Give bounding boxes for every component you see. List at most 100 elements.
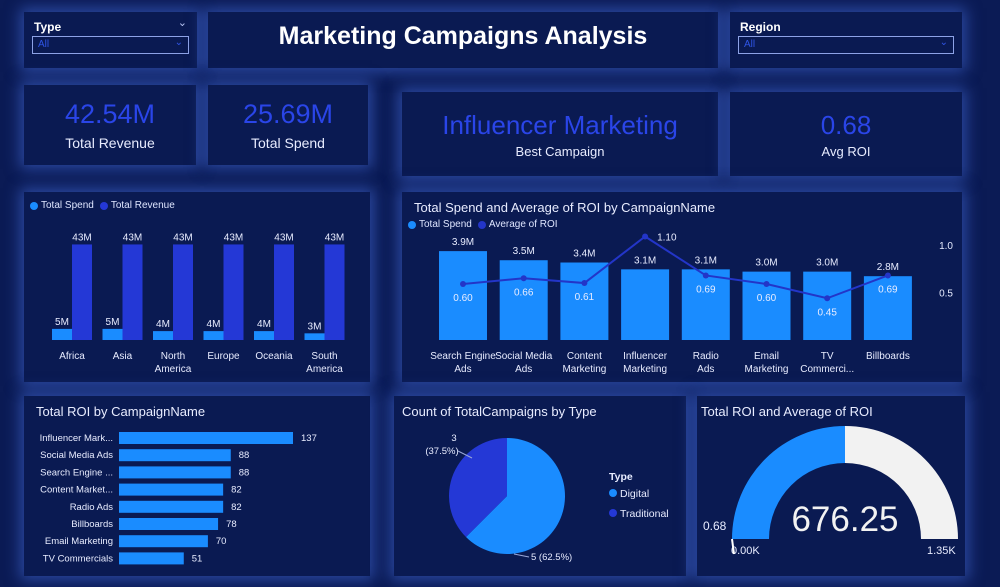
kpi-value: 25.69M: [242, 99, 334, 129]
y-tick-label: Radio Ads: [70, 502, 114, 513]
data-label: 43M: [274, 232, 293, 243]
roi-data-label: 0.69: [878, 284, 898, 295]
chart-title: Total Spend and Average of ROI by Campai…: [414, 200, 716, 215]
y-tick-label: Content Market...: [40, 485, 113, 496]
data-label: 3.0M: [816, 258, 838, 269]
x-tick-label: Commerci...: [800, 364, 854, 375]
y-tick-label: Email Marketing: [45, 536, 113, 547]
x-tick-label: North: [161, 351, 185, 362]
revenue-bar: [173, 244, 193, 340]
roi-bar: [119, 432, 293, 444]
spend-bar: [499, 260, 548, 340]
gauge-target-label: 0.68: [703, 519, 727, 533]
type-slicer[interactable]: Type ⌄ All ⌄: [24, 12, 197, 68]
x-tick-label: Search Engine: [430, 351, 496, 362]
data-label: 43M: [325, 232, 344, 243]
revenue-bar: [72, 244, 92, 340]
x-tick-label: America: [306, 364, 343, 375]
x-tick-label: Ads: [697, 364, 714, 375]
roi-data-label: 0.66: [514, 287, 534, 298]
legend-item-revenue[interactable]: Total Revenue: [99, 200, 175, 211]
legend-dot-icon: [609, 509, 617, 517]
campaign-spend-roi-chart: Total Spend and Average of ROI by Campai…: [402, 192, 962, 382]
data-label: 70: [216, 536, 227, 547]
region-spend-revenue-chart: Total Spend Total Revenue 5M 43M Africa 5M 4…: [24, 192, 370, 382]
roi-point: [702, 272, 709, 279]
chart-title: Total ROI and Average of ROI: [701, 404, 873, 419]
roi-point: [642, 233, 649, 240]
legend-label: Average of ROI: [488, 219, 558, 230]
region-slicer[interactable]: Region All ⌄: [730, 12, 962, 68]
type-dropdown[interactable]: All ⌄: [32, 36, 189, 54]
legend-label: Total Spend: [419, 219, 472, 230]
title-panel: Marketing Campaigns Analysis: [208, 12, 718, 68]
data-label: 2.8M: [877, 262, 899, 273]
pie-leader-line: [457, 450, 473, 459]
spend-bar: [863, 276, 912, 340]
legend-dot-icon: [477, 220, 486, 229]
kpi-total-revenue: 42.54M Total Revenue: [24, 85, 196, 165]
kpi-value: Influencer Marketing: [442, 110, 678, 140]
y-tick-label: Influencer Mark...: [40, 433, 113, 444]
pie-slice-traditional: [449, 438, 507, 538]
roi-data-label: 0.61: [575, 292, 595, 303]
x-tick-label: Marketing: [623, 364, 667, 375]
legend-item-roi[interactable]: Average of ROI: [477, 219, 558, 230]
legend-item-spend[interactable]: Total Spend: [30, 200, 94, 211]
legend-dot-icon: [99, 201, 108, 210]
spend-bar: [254, 331, 274, 340]
y-tick-label: TV Commercials: [43, 553, 113, 564]
roi-bar: [119, 518, 219, 530]
y-tick-label: Social Media Ads: [40, 450, 113, 461]
data-label: 5M: [55, 317, 69, 328]
legend-label: Total Spend: [41, 200, 94, 211]
kpi-label: Avg ROI: [821, 144, 871, 159]
spend-bar: [681, 269, 730, 340]
chart3-svg: Influencer Mark... 137 Social Media Ads 88 S…: [40, 432, 317, 565]
roi-bar: [119, 449, 231, 462]
chevron-down-icon: ⌄: [939, 37, 948, 48]
data-label: 82: [231, 502, 242, 513]
gauge-min-label: 0.00K: [731, 545, 760, 557]
data-label: 3M: [308, 321, 322, 332]
kpi-label: Total Revenue: [65, 135, 155, 151]
data-label: 5M: [106, 317, 120, 328]
roi-point: [763, 281, 770, 287]
data-label: 82: [231, 485, 242, 496]
x-tick-label: Billboards: [866, 351, 910, 362]
region-dropdown[interactable]: All ⌄: [738, 36, 954, 54]
legend-item-spend[interactable]: Total Spend: [408, 219, 472, 230]
x-tick-label: Oceania: [255, 351, 293, 362]
x-tick-label: Radio: [693, 351, 720, 362]
kpi-value: 0.68: [820, 110, 872, 140]
roi-bar: [119, 483, 224, 496]
spend-bar: [153, 331, 173, 340]
kpi-best-campaign: Influencer Marketing Best Campaign: [402, 92, 718, 176]
roi-data-label: 0.45: [817, 307, 837, 318]
gauge-value-arc: [732, 426, 845, 539]
chart2-svg: 1.0 0.5 3.9M Search Engine Ads 3.5M Social Med…: [430, 233, 953, 376]
spend-bar: [803, 271, 852, 340]
legend-title: Type: [609, 471, 633, 483]
data-label: 137: [301, 433, 317, 444]
data-label: 51: [192, 553, 203, 564]
data-label: 4M: [207, 319, 221, 330]
pie-slice-digital: [465, 438, 565, 554]
roi-point: [460, 281, 466, 287]
y-tick-label: Search Engine ...: [40, 467, 113, 478]
revenue-bar: [122, 244, 143, 340]
roi-data-label: 1.10: [657, 233, 677, 244]
roi-bar: [119, 535, 208, 548]
x-tick-label: America: [155, 364, 192, 375]
spend-bar: [102, 328, 123, 340]
roi-data-label: 0.69: [696, 284, 716, 295]
roi-data-label: 0.60: [757, 293, 777, 304]
pie-label: (37.5%): [425, 446, 458, 457]
spend-bar: [439, 251, 487, 340]
chevron-down-icon[interactable]: ⌄: [177, 17, 187, 29]
chart1-svg: 5M 43M Africa 5M 43M Asia 4M 43M North America 4M 4…: [52, 232, 345, 375]
roi-point: [520, 275, 527, 282]
roi-bar: [119, 552, 184, 565]
roi-by-campaign-chart: Total ROI by CampaignName Influencer Mar…: [24, 396, 370, 576]
roi-point: [824, 295, 831, 302]
